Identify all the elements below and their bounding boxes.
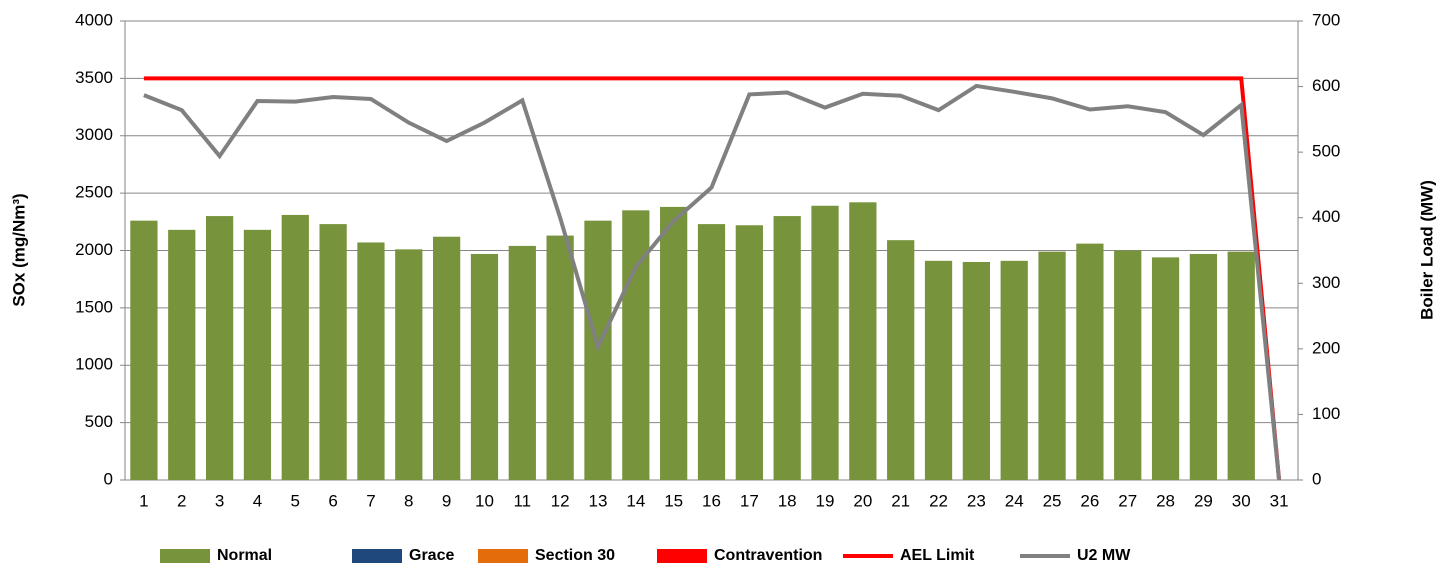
y2-tick-label: 300 (1312, 273, 1340, 292)
x-tick-label: 26 (1080, 491, 1099, 510)
y-tick-label: 4000 (75, 10, 113, 29)
y2-axis-title: Boiler Load (MW) (1417, 180, 1436, 320)
legend-swatch (478, 549, 528, 563)
x-tick-label: 4 (253, 491, 262, 510)
x-tick-label: 29 (1194, 491, 1213, 510)
line (143, 76, 1282, 481)
x-tick-label: 1 (139, 491, 148, 510)
line (143, 83, 1282, 481)
bar (243, 229, 272, 480)
y2-tick-label: 100 (1312, 404, 1340, 423)
x-tick-label: 9 (442, 491, 451, 510)
bar (622, 210, 650, 480)
legend-swatch (352, 549, 402, 563)
x-tick-label: 6 (328, 491, 337, 510)
x-tick-label: 28 (1156, 491, 1175, 510)
x-tick-label: 24 (1005, 491, 1024, 510)
bar (1000, 260, 1028, 480)
y-axis-title: SOx (mg/Nm³) (9, 193, 28, 306)
x-tick-label: 10 (475, 491, 494, 510)
bar (849, 202, 877, 480)
bar (1114, 250, 1142, 480)
x-tick-label: 21 (891, 491, 910, 510)
y2-tick-label: 500 (1312, 142, 1340, 161)
bar (1227, 251, 1255, 480)
y2-tick-label: 400 (1312, 207, 1340, 226)
y-tick-label: 500 (85, 412, 113, 431)
x-tick-label: 23 (967, 491, 986, 510)
bar (962, 261, 990, 480)
legend-label: U2 MW (1077, 547, 1131, 564)
legend-label: Contravention (714, 547, 822, 564)
bar (130, 220, 158, 481)
x-tick-label: 13 (589, 491, 608, 510)
y-tick-label: 3000 (75, 125, 113, 144)
legend-label: Grace (409, 547, 454, 564)
x-tick-label: 20 (853, 491, 872, 510)
bar (168, 229, 196, 480)
x-tick-label: 2 (177, 491, 186, 510)
y2-tick-label: 600 (1312, 76, 1340, 95)
bar (205, 216, 234, 480)
x-tick-label: 8 (404, 491, 413, 510)
x-tick-label: 22 (929, 491, 948, 510)
x-tick-label: 30 (1232, 491, 1251, 510)
x-tick-label: 25 (1043, 491, 1062, 510)
bar (1076, 243, 1104, 480)
x-tick-label: 27 (1118, 491, 1137, 510)
legend-label: Section 30 (535, 547, 615, 564)
bar (433, 236, 461, 480)
bar (1189, 253, 1218, 480)
bar (1151, 257, 1180, 480)
legend-swatch (160, 549, 210, 563)
x-tick-label: 15 (664, 491, 683, 510)
y-tick-label: 1000 (75, 355, 113, 374)
x-tick-label: 11 (513, 491, 531, 510)
x-tick-label: 18 (778, 491, 797, 510)
bar (281, 214, 309, 481)
bar (357, 242, 385, 480)
x-tick-label: 19 (816, 491, 835, 510)
y2-tick-label: 200 (1312, 338, 1340, 357)
legend-label: Normal (217, 547, 272, 564)
bar (697, 224, 726, 480)
y-tick-label: 2000 (75, 240, 113, 259)
bar (924, 260, 953, 480)
bar (319, 224, 347, 480)
bar (508, 245, 536, 480)
x-tick-label: 3 (215, 491, 224, 510)
x-tick-label: 5 (291, 491, 300, 510)
bar (395, 249, 423, 480)
bar (660, 206, 688, 480)
bar (887, 240, 915, 480)
x-tick-label: 16 (702, 491, 721, 510)
x-tick-label: 17 (740, 491, 759, 510)
bar (811, 205, 839, 480)
legend-swatch (657, 549, 707, 563)
y2-tick-label: 0 (1312, 469, 1321, 488)
bar (470, 253, 499, 480)
bar (1038, 251, 1066, 480)
x-tick-label: 14 (626, 491, 645, 510)
y2-tick-label: 700 (1312, 10, 1340, 29)
legend-label: AEL Limit (900, 547, 975, 564)
x-tick-label: 7 (366, 491, 375, 510)
bar (773, 216, 801, 480)
y-tick-label: 1500 (75, 297, 113, 316)
x-tick-label: 31 (1270, 491, 1289, 510)
y-tick-label: 2500 (75, 183, 113, 202)
bar (735, 225, 763, 480)
y-tick-label: 0 (104, 469, 113, 488)
bar (546, 235, 574, 480)
x-tick-label: 12 (551, 491, 570, 510)
y-tick-label: 3500 (75, 68, 113, 87)
